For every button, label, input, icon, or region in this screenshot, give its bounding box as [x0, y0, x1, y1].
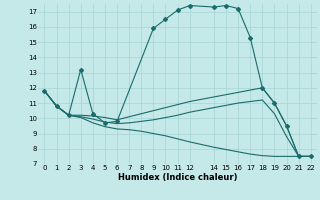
X-axis label: Humidex (Indice chaleur): Humidex (Indice chaleur) [118, 173, 237, 182]
